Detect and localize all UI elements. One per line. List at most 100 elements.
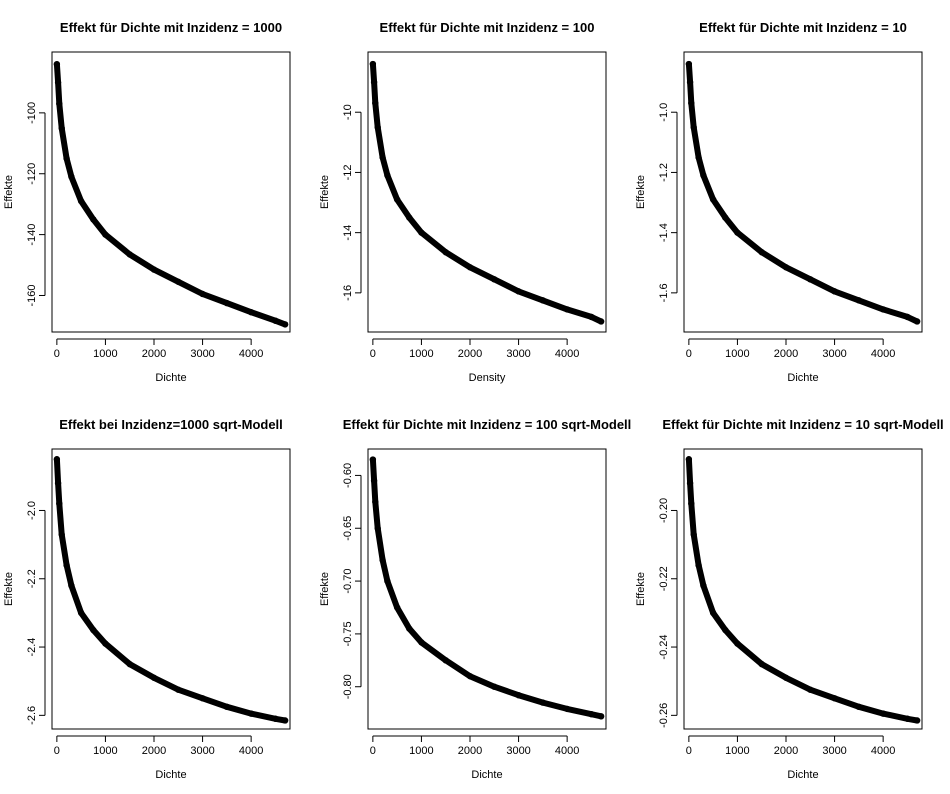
chart-title: Effekt für Dichte mit Inzidenz = 1000 bbox=[60, 20, 282, 35]
y-axis-label: Effekte bbox=[635, 572, 647, 606]
x-tick-label: 2000 bbox=[142, 745, 166, 757]
data-point bbox=[384, 577, 391, 585]
data-point bbox=[688, 99, 695, 107]
x-tick-label: 1000 bbox=[725, 348, 749, 360]
data-point bbox=[913, 318, 921, 325]
data-point bbox=[722, 214, 729, 221]
y-axis-label: Effekte bbox=[319, 175, 331, 209]
x-tick-label: 4000 bbox=[555, 348, 579, 360]
x-tick-label: 3000 bbox=[190, 745, 214, 757]
data-point bbox=[515, 691, 522, 699]
chart-panel-5: Effekt für Dichte mit Inzidenz = 100 sqr… bbox=[319, 417, 631, 781]
plot-frame bbox=[367, 51, 607, 333]
data-point bbox=[272, 317, 279, 324]
x-axis-label: Density bbox=[469, 372, 506, 384]
y-axis-label: Effekte bbox=[635, 175, 647, 209]
x-tick-label: 0 bbox=[370, 348, 376, 360]
data-point bbox=[491, 276, 498, 283]
chart-panel-6: Effekt für Dichte mit Inzidenz = 10 sqrt… bbox=[635, 417, 944, 781]
chart-title: Effekt bei Inzidenz=1000 sqrt-Modell bbox=[59, 417, 283, 432]
data-point bbox=[372, 498, 379, 506]
data-point bbox=[879, 710, 887, 717]
data-point bbox=[102, 231, 109, 238]
data-point bbox=[175, 278, 182, 285]
x-tick-label: 4000 bbox=[239, 348, 263, 360]
x-tick-label: 2000 bbox=[458, 745, 482, 757]
y-tick-label: -0.24 bbox=[658, 635, 670, 660]
data-point bbox=[90, 216, 97, 223]
x-tick-label: 0 bbox=[54, 348, 60, 360]
data-point bbox=[58, 124, 65, 132]
data-point bbox=[855, 703, 863, 711]
x-tick-label: 3000 bbox=[822, 745, 846, 757]
y-tick-label: -2.0 bbox=[26, 501, 38, 520]
data-point bbox=[54, 79, 62, 86]
data-point bbox=[709, 196, 717, 203]
data-point bbox=[709, 609, 717, 617]
data-point bbox=[758, 249, 765, 256]
data-point bbox=[175, 686, 182, 693]
x-tick-label: 4000 bbox=[871, 745, 895, 757]
x-tick-label: 3000 bbox=[822, 348, 846, 360]
y-tick-label: -0.60 bbox=[342, 463, 354, 488]
y-axis-label: Effekte bbox=[3, 175, 15, 209]
data-point bbox=[53, 456, 61, 463]
data-point bbox=[199, 695, 206, 702]
chart-title: Effekt für Dichte mit Inzidenz = 10 sqrt… bbox=[662, 417, 943, 432]
y-tick-label: -0.65 bbox=[342, 516, 354, 541]
x-tick-label: 0 bbox=[686, 745, 692, 757]
y-axis-label: Effekte bbox=[319, 572, 331, 606]
data-point bbox=[807, 276, 814, 283]
x-tick-label: 4000 bbox=[555, 745, 579, 757]
data-point bbox=[539, 699, 547, 706]
data-point bbox=[281, 321, 289, 328]
x-tick-label: 0 bbox=[370, 745, 376, 757]
data-point bbox=[370, 477, 378, 484]
y-tick-label: -2.2 bbox=[26, 569, 38, 588]
x-tick-label: 1000 bbox=[725, 745, 749, 757]
data-point bbox=[563, 705, 571, 713]
x-tick-label: 2000 bbox=[774, 745, 798, 757]
data-point bbox=[77, 197, 85, 205]
series-curve bbox=[685, 61, 921, 325]
x-tick-label: 1000 bbox=[409, 745, 433, 757]
data-point bbox=[126, 251, 133, 258]
data-point bbox=[247, 710, 255, 717]
series-curve bbox=[53, 61, 289, 328]
x-axis-label: Dichte bbox=[155, 372, 186, 384]
data-point bbox=[686, 479, 694, 487]
data-point bbox=[374, 124, 381, 131]
data-point bbox=[904, 715, 911, 722]
data-point bbox=[369, 456, 377, 463]
y-tick-label: -0.20 bbox=[658, 498, 670, 523]
data-point bbox=[539, 297, 547, 304]
data-point bbox=[150, 266, 158, 273]
y-tick-label: -1.0 bbox=[658, 103, 670, 122]
data-point bbox=[758, 660, 765, 668]
x-axis-label: Dichte bbox=[471, 769, 502, 781]
data-point bbox=[442, 657, 449, 664]
y-tick-label: -120 bbox=[26, 163, 38, 185]
data-point bbox=[370, 78, 378, 86]
data-point bbox=[491, 683, 498, 690]
y-tick-label: -0.80 bbox=[342, 674, 354, 699]
x-tick-label: 2000 bbox=[142, 348, 166, 360]
data-point bbox=[879, 306, 887, 313]
y-tick-label: -100 bbox=[26, 102, 38, 124]
data-point bbox=[199, 290, 206, 298]
data-point bbox=[379, 556, 386, 564]
y-tick-label: -16 bbox=[342, 285, 354, 301]
x-tick-label: 0 bbox=[54, 745, 60, 757]
data-point bbox=[56, 100, 63, 107]
data-point bbox=[247, 309, 255, 316]
chart-title: Effekt für Dichte mit Inzidenz = 100 bbox=[380, 20, 595, 35]
data-point bbox=[782, 264, 790, 271]
data-point bbox=[722, 626, 729, 634]
data-point bbox=[53, 60, 61, 68]
y-tick-label: -1.6 bbox=[658, 283, 670, 302]
y-tick-label: -14 bbox=[342, 225, 354, 241]
chart-panel-4: Effekt bei Inzidenz=1000 sqrt-Modell 0 100… bbox=[3, 417, 291, 781]
data-point bbox=[904, 313, 911, 321]
data-point bbox=[418, 229, 425, 236]
